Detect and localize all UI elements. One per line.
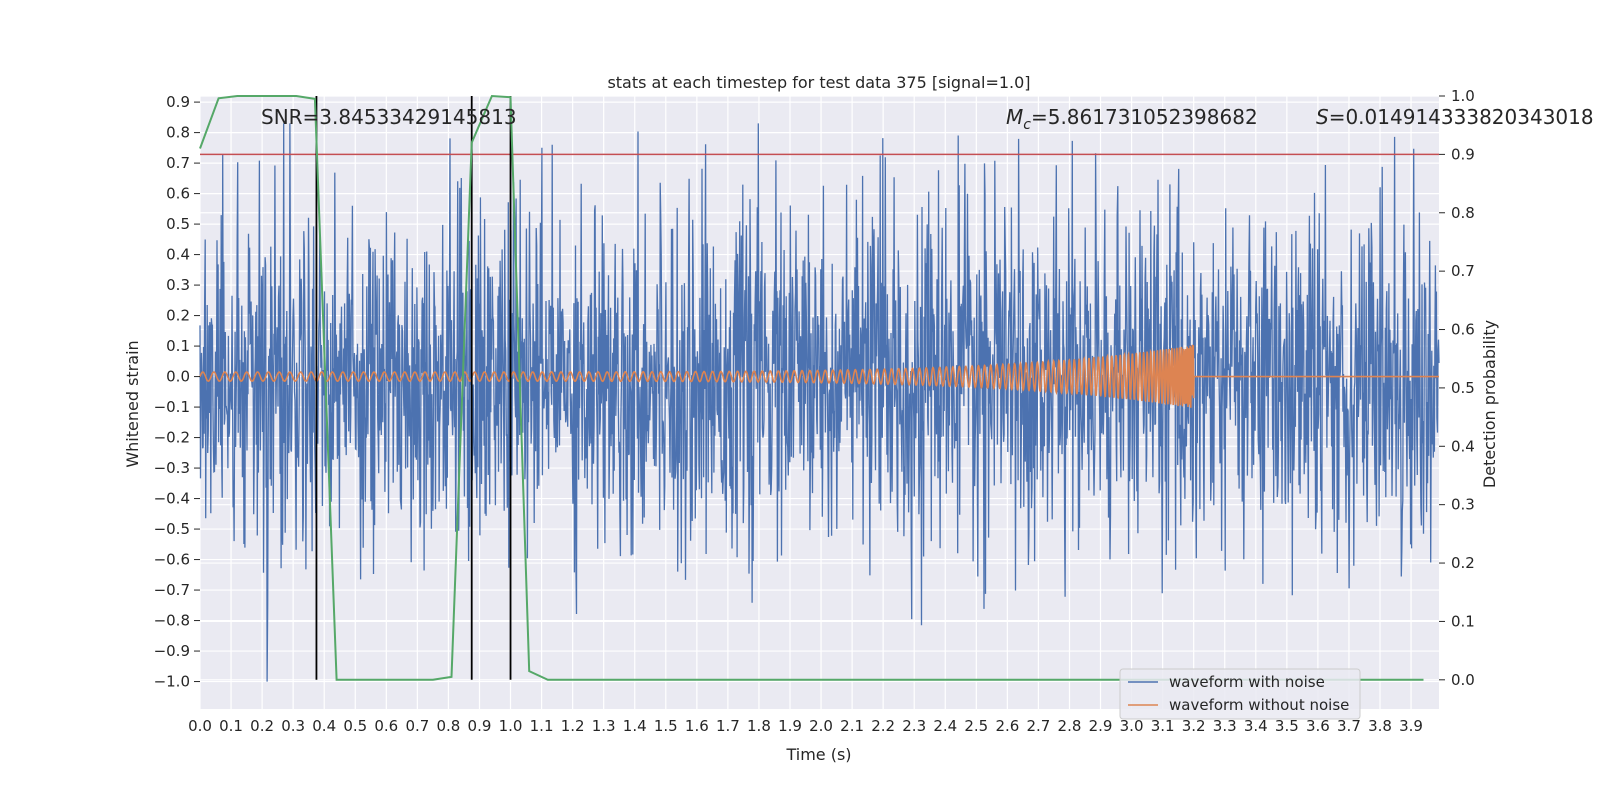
y2-axis-ticks: 1.0 0.9 0.8 0.7 0.6 0.5 0.4 0.3 0.2 0.1 0.0 bbox=[1439, 87, 1475, 689]
x-tick-label: 3.0 bbox=[1120, 717, 1144, 735]
x-tick-label: 3.5 bbox=[1275, 717, 1299, 735]
annotation-snr: SNR=3.84533429145813 bbox=[261, 105, 517, 129]
x-tick-label: 1.3 bbox=[592, 717, 616, 735]
series-detection-probability-line bbox=[199, 94, 1424, 681]
y-tick-label: 0.3 bbox=[166, 276, 190, 294]
x-tick-label: 3.4 bbox=[1244, 717, 1268, 735]
annotation-mc-subscript: c bbox=[1023, 117, 1031, 133]
x-tick-label: 1.2 bbox=[561, 717, 585, 735]
y-tick-label: −0.2 bbox=[154, 429, 190, 447]
y-tick-label: −0.1 bbox=[154, 398, 190, 416]
x-tick-label: 0.3 bbox=[281, 717, 305, 735]
series-waveform-with-noise-line bbox=[199, 123, 1440, 682]
y-tick-label: 0.2 bbox=[166, 307, 190, 325]
y2-tick-label: 0.2 bbox=[1451, 554, 1475, 572]
x-tick-label: 2.2 bbox=[871, 717, 895, 735]
y-tick-label: −0.8 bbox=[154, 612, 190, 630]
x-tick-label: 2.6 bbox=[995, 717, 1019, 735]
x-tick-label: 0.6 bbox=[374, 717, 398, 735]
x-tick-label: 1.7 bbox=[716, 717, 740, 735]
annotation-s-symbol: S bbox=[1316, 105, 1329, 129]
x-tick-label: 2.9 bbox=[1089, 717, 1113, 735]
x-tick-label: 3.6 bbox=[1306, 717, 1330, 735]
y-tick-label: −0.7 bbox=[154, 581, 190, 599]
y-axis-ticks: 0.9 0.8 0.7 0.6 0.5 0.4 0.3 0.2 0.1 0.0 −0.1 −0.2 −0… bbox=[154, 93, 200, 691]
x-tick-label: 0.2 bbox=[250, 717, 274, 735]
y-tick-label: 0.0 bbox=[166, 368, 190, 386]
x-tick-label: 0.8 bbox=[436, 717, 460, 735]
x-tick-label: 3.9 bbox=[1399, 717, 1423, 735]
y2-tick-label: 0.6 bbox=[1451, 321, 1475, 339]
x-tick-label: 0.4 bbox=[312, 717, 336, 735]
y-tick-label: 0.6 bbox=[166, 185, 190, 203]
x-tick-label: 1.9 bbox=[778, 717, 802, 735]
annotation-chirp-mass: Mc=5.861731052398682 bbox=[1006, 105, 1258, 133]
y2-tick-label: 0.5 bbox=[1451, 379, 1475, 397]
y-tick-label: −1.0 bbox=[154, 673, 190, 691]
y-tick-label: 0.7 bbox=[166, 154, 190, 172]
x-tick-label: 2.5 bbox=[964, 717, 988, 735]
legend: waveform with noise waveform without noi… bbox=[1119, 668, 1361, 720]
y-tick-label: −0.5 bbox=[154, 520, 190, 538]
y2-tick-label: 1.0 bbox=[1451, 87, 1475, 105]
x-tick-label: 2.7 bbox=[1026, 717, 1050, 735]
y2-tick-label: 0.8 bbox=[1451, 204, 1475, 222]
annotation-mc-value: =5.861731052398682 bbox=[1031, 105, 1258, 129]
annotation-mc-symbol: M bbox=[1006, 105, 1023, 129]
x-tick-label: 1.8 bbox=[747, 717, 771, 735]
x-tick-label: 2.3 bbox=[902, 717, 926, 735]
series-waveform-without-noise-line bbox=[199, 344, 1439, 408]
y-tick-label: −0.3 bbox=[154, 459, 190, 477]
x-tick-label: 0.5 bbox=[343, 717, 367, 735]
y2-tick-label: 0.1 bbox=[1451, 612, 1475, 630]
x-tick-label: 0.1 bbox=[219, 717, 243, 735]
y2-tick-label: 0.3 bbox=[1451, 496, 1475, 514]
plot-content bbox=[199, 94, 1440, 682]
legend-label-noise: waveform with noise bbox=[1169, 673, 1325, 691]
legend-label-clean: waveform without noise bbox=[1169, 696, 1349, 714]
y-tick-label: 0.1 bbox=[166, 337, 190, 355]
x-tick-label: 0.9 bbox=[468, 717, 492, 735]
y-tick-label: 0.5 bbox=[166, 215, 190, 233]
x-tick-label: 3.1 bbox=[1151, 717, 1175, 735]
x-tick-label: 1.6 bbox=[685, 717, 709, 735]
x-axis-label: Time (s) bbox=[785, 745, 851, 764]
y2-axis-label: Detection probability bbox=[1480, 320, 1499, 488]
x-tick-label: 2.1 bbox=[840, 717, 864, 735]
x-tick-label: 2.4 bbox=[933, 717, 957, 735]
y-axis-label: Whitened strain bbox=[123, 340, 142, 467]
x-tick-label: 1.1 bbox=[530, 717, 554, 735]
vertical-lines bbox=[315, 96, 512, 680]
chart-title: stats at each timestep for test data 375… bbox=[607, 73, 1030, 92]
y-tick-label: −0.9 bbox=[154, 642, 190, 660]
x-tick-label: 2.0 bbox=[809, 717, 833, 735]
y2-tick-label: 0.0 bbox=[1451, 671, 1475, 689]
y-tick-label: 0.4 bbox=[166, 246, 190, 264]
annotation-s-value: =0.014914333820343018 bbox=[1329, 105, 1594, 129]
x-tick-label: 1.4 bbox=[623, 717, 647, 735]
x-axis-ticks: 0.0 0.1 0.2 0.3 0.4 0.5 0.6 0.7 0.8 0.9 1.0 1.1 1.2 1… bbox=[188, 717, 1423, 735]
x-tick-label: 1.0 bbox=[499, 717, 523, 735]
y2-tick-label: 0.9 bbox=[1451, 145, 1475, 163]
x-tick-label: 1.5 bbox=[654, 717, 678, 735]
y-tick-label: 0.8 bbox=[166, 124, 190, 142]
legend-box bbox=[1119, 668, 1361, 720]
x-tick-label: 3.7 bbox=[1337, 717, 1361, 735]
y2-tick-label: 0.7 bbox=[1451, 262, 1475, 280]
x-tick-label: 2.8 bbox=[1058, 717, 1082, 735]
y-tick-label: 0.9 bbox=[166, 93, 190, 111]
x-tick-label: 0.7 bbox=[405, 717, 429, 735]
y-tick-label: −0.4 bbox=[154, 490, 190, 508]
y2-tick-label: 0.4 bbox=[1451, 437, 1475, 455]
y-tick-label: −0.6 bbox=[154, 551, 190, 569]
annotation-s: S=0.014914333820343018 bbox=[1316, 105, 1594, 129]
x-tick-label: 3.8 bbox=[1368, 717, 1392, 735]
x-tick-label: 3.3 bbox=[1213, 717, 1237, 735]
x-tick-label: 3.2 bbox=[1182, 717, 1206, 735]
x-tick-label: 0.0 bbox=[188, 717, 212, 735]
